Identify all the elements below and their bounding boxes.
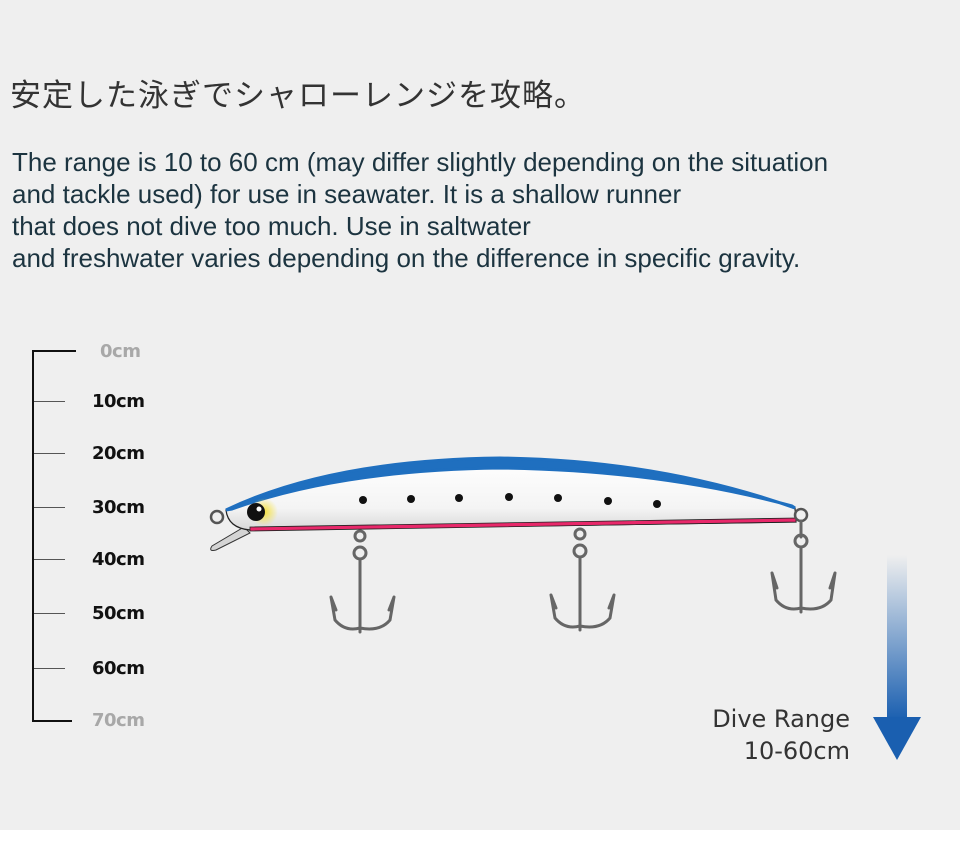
depth-label: 20cm <box>92 443 145 464</box>
depth-label: 40cm <box>92 549 145 570</box>
treble-hook <box>770 519 837 614</box>
lure-spots <box>359 493 661 508</box>
description-line: The range is 10 to 60 cm (may differ sli… <box>12 147 829 177</box>
page-title: 安定した泳ぎでシャローレンジを攻略。 <box>10 78 586 114</box>
scale-bottom-cap <box>32 720 72 722</box>
tick <box>34 559 65 560</box>
dive-arrow-head-icon <box>873 717 921 760</box>
description-line: that does not dive too much. Use in salt… <box>12 211 531 241</box>
depth-label: 50cm <box>92 603 145 624</box>
dive-range: Dive Range 10-60cm <box>712 703 850 767</box>
lure-back <box>225 456 796 512</box>
description-line: and tackle used) for use in seawater. It… <box>12 179 682 209</box>
depth-label: 0cm <box>100 341 141 362</box>
tick <box>34 668 65 669</box>
description-line: and freshwater varies depending on the d… <box>12 243 801 273</box>
dive-range-label: Dive Range <box>712 705 850 733</box>
depth-label: 10cm <box>92 391 145 412</box>
lure-belly <box>249 517 797 532</box>
depth-label: 30cm <box>92 497 145 518</box>
scale-axis <box>32 350 34 722</box>
lure-eye <box>247 503 265 521</box>
line-eye <box>209 509 225 525</box>
depth-label: 70cm <box>92 710 145 731</box>
tick <box>34 453 65 454</box>
description: The range is 10 to 60 cm (may differ sli… <box>12 146 952 274</box>
content-panel: 安定した泳ぎでシャローレンジを攻略。 The range is 10 to 60… <box>0 0 960 830</box>
dive-range-value: 10-60cm <box>743 737 850 765</box>
treble-hook <box>329 529 396 634</box>
tick <box>34 507 65 508</box>
tick <box>34 401 65 402</box>
depth-label: 60cm <box>92 658 145 679</box>
treble-hook <box>549 527 616 632</box>
lure-lip <box>210 526 251 551</box>
scale-top-cap <box>32 350 76 352</box>
tick <box>34 613 65 614</box>
dive-arrow-shaft <box>887 555 907 720</box>
